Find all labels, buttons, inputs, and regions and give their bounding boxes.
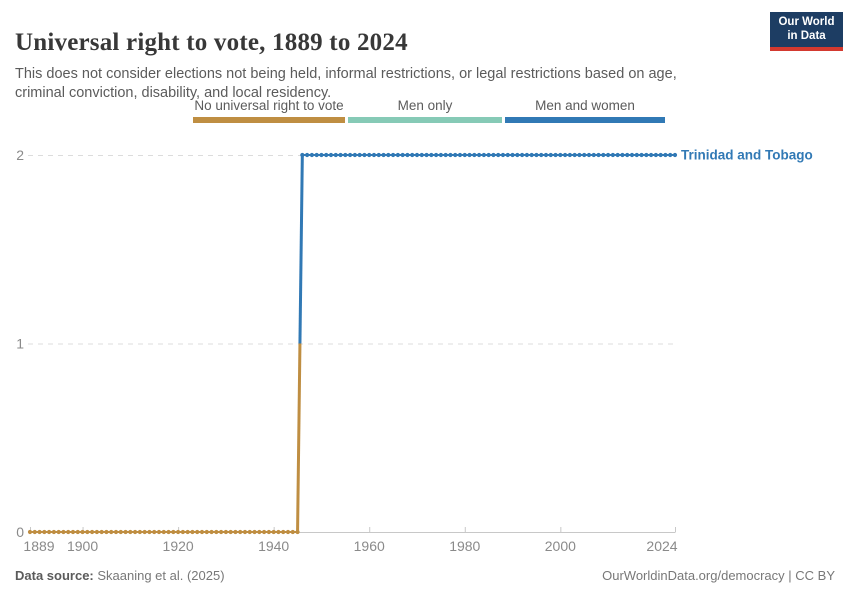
legend-item-men-only: Men only bbox=[348, 98, 502, 123]
data-source-label: Data source: bbox=[15, 568, 94, 583]
legend-label: No universal right to vote bbox=[194, 98, 344, 113]
credit-line: OurWorldinData.org/democracy | CC BY bbox=[602, 568, 835, 583]
svg-text:1: 1 bbox=[16, 336, 24, 352]
legend-item-no-universal-right: No universal right to vote bbox=[193, 98, 345, 123]
data-source: Data source: Skaaning et al. (2025) bbox=[15, 568, 225, 583]
svg-text:Trinidad and Tobago: Trinidad and Tobago bbox=[681, 148, 813, 163]
svg-text:1900: 1900 bbox=[67, 538, 98, 554]
chart-footer: Data source: Skaaning et al. (2025) OurW… bbox=[15, 568, 835, 583]
page-title: Universal right to vote, 1889 to 2024 bbox=[15, 28, 408, 56]
legend-item-men-and-women: Men and women bbox=[505, 98, 665, 123]
svg-text:2000: 2000 bbox=[545, 538, 576, 554]
legend-color-bar bbox=[193, 117, 345, 123]
svg-text:1980: 1980 bbox=[449, 538, 480, 554]
legend-label: Men and women bbox=[535, 98, 635, 113]
svg-text:0: 0 bbox=[16, 524, 24, 540]
data-source-value: Skaaning et al. (2025) bbox=[93, 568, 225, 583]
legend-color-bar bbox=[505, 117, 665, 123]
svg-text:1960: 1960 bbox=[354, 538, 385, 554]
owid-logo-line2: in Data bbox=[787, 29, 826, 42]
legend-color-bar bbox=[348, 117, 502, 123]
legend-label: Men only bbox=[397, 98, 453, 113]
svg-text:1940: 1940 bbox=[258, 538, 289, 554]
category-legend: No universal right to vote Men only Men … bbox=[193, 98, 665, 123]
chart-subtitle: This does not consider elections not bei… bbox=[15, 65, 677, 101]
svg-text:1920: 1920 bbox=[163, 538, 194, 554]
owid-logo-line1: Our World bbox=[778, 15, 835, 28]
svg-text:2024: 2024 bbox=[646, 538, 677, 554]
svg-text:2: 2 bbox=[16, 147, 24, 163]
svg-text:1889: 1889 bbox=[23, 538, 54, 554]
owid-logo: Our World in Data bbox=[770, 12, 843, 51]
